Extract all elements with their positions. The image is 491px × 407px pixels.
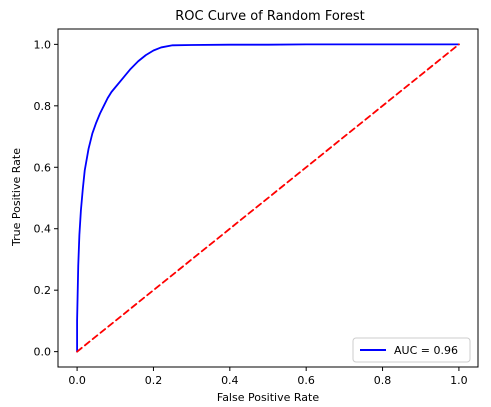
y-tick-label: 0.4 [34, 223, 52, 236]
x-tick-label: 0.0 [68, 374, 86, 387]
x-tick-label: 0.4 [221, 374, 239, 387]
y-axis-label: True Positive Rate [10, 148, 23, 247]
x-tick-label: 0.8 [374, 374, 392, 387]
diagonal-reference-line [76, 43, 460, 353]
plot-area: 0.0 0.2 0.4 0.6 0.8 1.0 0.0 0.2 0.4 0.6 0.8 1.0 [34, 28, 479, 387]
chart-title: ROC Curve of Random Forest [175, 9, 364, 24]
legend-box [352, 337, 471, 363]
x-tick-label: 1.0 [450, 374, 468, 387]
y-tick-label: 1.0 [34, 38, 52, 51]
y-tick-label: 0.2 [34, 284, 52, 297]
y-tick-label: 0.6 [34, 161, 52, 174]
plot-frame [57, 28, 479, 368]
y-tick-label: 0.8 [34, 100, 52, 113]
x-tick-label: 0.6 [297, 374, 315, 387]
x-tick-label: 0.2 [145, 374, 163, 387]
y-tick-label: 0.0 [34, 346, 52, 359]
roc-curve-line [76, 43, 460, 353]
legend: AUC = 0.96 [352, 337, 471, 363]
legend-label: AUC = 0.96 [394, 344, 458, 357]
x-axis-label: False Positive Rate [217, 391, 319, 404]
